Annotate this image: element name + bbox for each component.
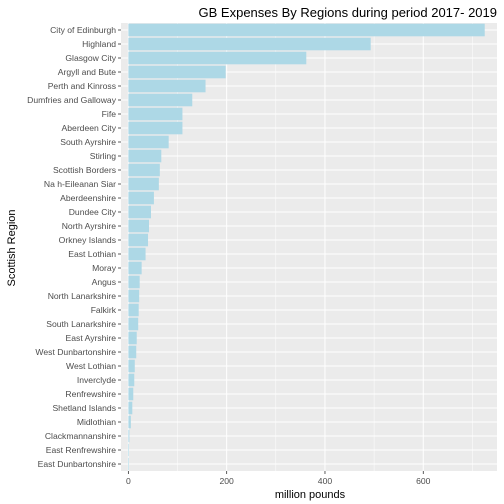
y-axis-ticks: City of Edinburgh Highland Glasgow City Arg… xyxy=(27,25,121,469)
y-tick-label: Midlothian xyxy=(77,417,116,427)
chart-title: GB Expenses By Regions during period 201… xyxy=(199,5,497,20)
x-tick-label: 600 xyxy=(416,476,431,486)
y-tick-label: Dundee City xyxy=(69,207,117,217)
x-axis-ticks: 0 200 400 600 xyxy=(126,471,431,486)
bar-1 xyxy=(128,37,371,51)
bar-17 xyxy=(128,261,142,275)
y-tick-label: East Lothian xyxy=(68,249,116,259)
y-tick-label: Angus xyxy=(92,277,116,287)
bar-21 xyxy=(128,317,139,331)
bar-28 xyxy=(128,415,131,429)
y-tick-label: Inverclyde xyxy=(77,375,116,385)
bar-30 xyxy=(128,443,129,457)
bar-15 xyxy=(128,233,149,247)
x-tick-label: 400 xyxy=(318,476,333,486)
y-tick-label: North Ayrshire xyxy=(62,221,117,231)
y-tick-label: Stirling xyxy=(90,151,116,161)
bar-10 xyxy=(128,163,160,177)
y-tick-label: Renfrewshire xyxy=(65,389,116,399)
y-tick-label: Fife xyxy=(102,109,117,119)
bar-12 xyxy=(128,191,154,205)
x-axis-label: million pounds xyxy=(275,489,346,501)
y-tick-label: South Ayrshire xyxy=(60,137,116,147)
y-tick-label: Aberdeenshire xyxy=(60,193,116,203)
y-tick-label: Aberdeen City xyxy=(62,123,117,133)
y-tick-label: East Renfrewshire xyxy=(46,445,116,455)
y-tick-label: North Lanarkshire xyxy=(48,291,117,301)
bar-2 xyxy=(128,51,307,65)
x-tick-label: 0 xyxy=(126,476,131,486)
y-tick-label: West Dunbartonshire xyxy=(35,347,116,357)
y-tick-label: Orkney Islands xyxy=(59,235,116,245)
bar-23 xyxy=(128,345,137,359)
bar-13 xyxy=(128,205,151,219)
bar-5 xyxy=(128,93,193,107)
y-tick-label: Scottish Borders xyxy=(53,165,116,175)
bar-19 xyxy=(128,289,140,303)
bar-20 xyxy=(128,303,139,317)
y-tick-label: Falkirk xyxy=(91,305,117,315)
bar-18 xyxy=(128,275,140,289)
y-tick-label: South Lanarkshire xyxy=(46,319,116,329)
bar-25 xyxy=(128,373,135,387)
y-tick-label: Dumfries and Galloway xyxy=(27,95,117,105)
bar-6 xyxy=(128,107,183,121)
bar-16 xyxy=(128,247,146,261)
bar-3 xyxy=(128,65,226,79)
y-tick-label: Argyll and Bute xyxy=(58,67,117,77)
bars xyxy=(128,23,485,471)
y-tick-label: West Lothian xyxy=(66,361,116,371)
bar-24 xyxy=(128,359,135,373)
y-tick-label: Glasgow City xyxy=(65,53,116,63)
y-tick-label: City of Edinburgh xyxy=(50,25,116,35)
x-tick-label: 200 xyxy=(220,476,235,486)
bar-31 xyxy=(128,457,129,471)
y-tick-label: East Ayrshire xyxy=(66,333,117,343)
bar-0 xyxy=(128,23,485,37)
y-tick-label: Shetland Islands xyxy=(52,403,116,413)
y-tick-label: East Dunbartonshire xyxy=(38,459,117,469)
bar-8 xyxy=(128,135,169,149)
y-tick-label: Clackmannanshire xyxy=(45,431,116,441)
bar-29 xyxy=(128,429,130,443)
bar-7 xyxy=(128,121,183,135)
y-tick-label: Highland xyxy=(82,39,116,49)
bar-27 xyxy=(128,401,133,415)
y-axis-label: Scottish Region xyxy=(6,209,18,286)
bar-22 xyxy=(128,331,137,345)
bar-14 xyxy=(128,219,150,233)
bar-11 xyxy=(128,177,159,191)
bar-4 xyxy=(128,79,206,93)
bar-26 xyxy=(128,387,134,401)
bar-9 xyxy=(128,149,162,163)
y-tick-label: Na h-Eileanan Siar xyxy=(44,179,116,189)
y-tick-label: Perth and Kinross xyxy=(48,81,116,91)
y-tick-label: Moray xyxy=(92,263,117,273)
